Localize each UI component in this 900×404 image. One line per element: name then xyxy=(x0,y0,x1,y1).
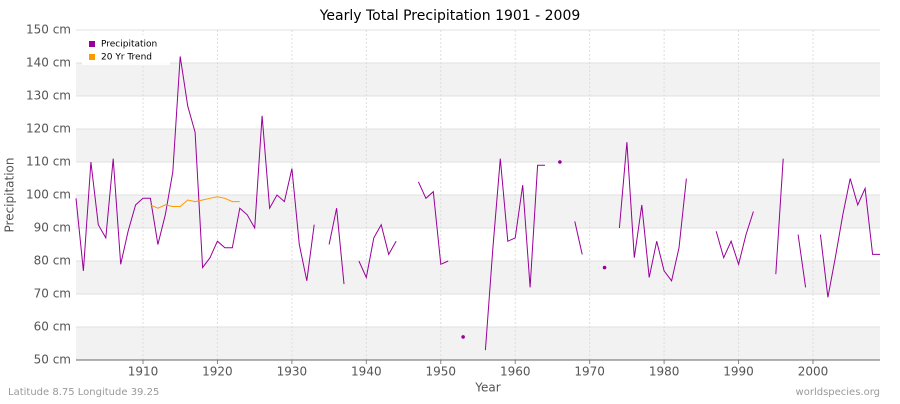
legend-label: 20 Yr Trend xyxy=(101,53,152,63)
y-tick-label: 70 cm xyxy=(34,287,71,301)
series-line xyxy=(328,208,345,285)
series-line xyxy=(574,221,583,255)
x-tick-label: 2000 xyxy=(798,365,829,379)
y-tick-label: 130 cm xyxy=(26,89,71,103)
y-tick-label: 90 cm xyxy=(34,221,71,235)
y-tick-label: 50 cm xyxy=(34,353,71,367)
grid-band xyxy=(76,294,880,327)
series-line xyxy=(150,196,240,209)
grid-band xyxy=(76,63,880,96)
series-line xyxy=(775,158,784,275)
legend-label: Precipitation xyxy=(101,40,157,50)
grid-band xyxy=(76,30,880,63)
grid-band xyxy=(76,96,880,129)
y-tick-label: 120 cm xyxy=(26,122,71,136)
grid-band xyxy=(76,327,880,360)
grid-band xyxy=(76,228,880,261)
data-point xyxy=(558,160,562,164)
x-tick-label: 1940 xyxy=(351,365,382,379)
series-line xyxy=(715,211,754,267)
x-axis-label: Year xyxy=(474,381,500,395)
y-tick-label: 60 cm xyxy=(34,320,71,334)
data-point xyxy=(461,335,465,339)
x-tick-label: 1990 xyxy=(723,365,754,379)
x-tick-label: 1970 xyxy=(574,365,605,379)
x-tick-label: 1910 xyxy=(128,365,159,379)
chart-title: Yearly Total Precipitation 1901 - 2009 xyxy=(319,8,581,24)
y-tick-label: 110 cm xyxy=(26,155,71,169)
x-tick-label: 1980 xyxy=(649,365,680,379)
legend-box xyxy=(82,35,170,65)
grid-band xyxy=(76,162,880,195)
series-line xyxy=(484,158,545,351)
series-line xyxy=(358,223,397,280)
y-axis-label: Precipitation xyxy=(3,157,17,232)
x-tick-label: 1920 xyxy=(202,365,233,379)
series-line xyxy=(819,178,880,298)
series-line xyxy=(618,142,687,282)
grid-band xyxy=(76,129,880,162)
data-point xyxy=(602,265,607,270)
x-tick-label: 1950 xyxy=(426,365,457,379)
footer-right: worldspecies.org xyxy=(796,387,880,398)
series-line xyxy=(797,234,807,288)
footer-left: Latitude 8.75 Longitude 39.25 xyxy=(8,387,159,398)
grid-band xyxy=(76,261,880,294)
y-tick-label: 80 cm xyxy=(34,254,71,268)
y-tick-label: 150 cm xyxy=(26,23,71,37)
x-tick-label: 1960 xyxy=(500,365,531,379)
y-tick-label: 140 cm xyxy=(26,56,71,70)
series-line xyxy=(417,181,449,266)
series-line xyxy=(75,56,315,281)
grid-band xyxy=(76,195,880,228)
x-tick-label: 1930 xyxy=(277,365,308,379)
legend-swatch xyxy=(89,41,95,47)
y-tick-label: 100 cm xyxy=(26,188,71,202)
legend-swatch xyxy=(89,54,95,60)
